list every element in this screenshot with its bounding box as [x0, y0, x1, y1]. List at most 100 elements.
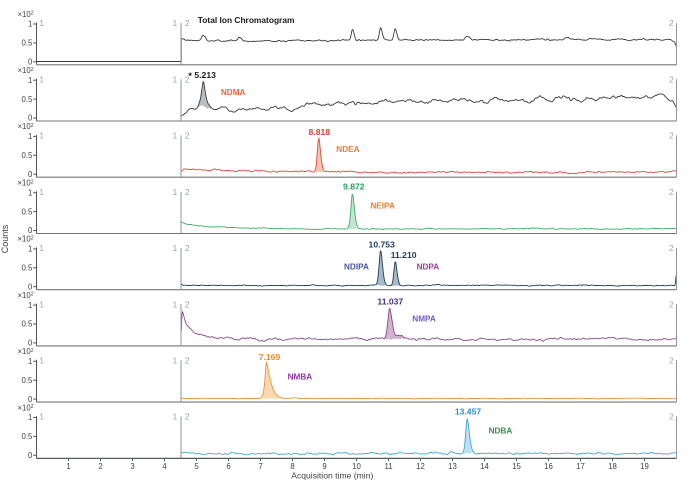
svg-text:2: 2: [669, 74, 674, 84]
svg-text:Acquisition time (min): Acquisition time (min): [291, 471, 373, 481]
svg-text:1: 1: [173, 412, 178, 422]
svg-text:Counts: Counts: [0, 224, 10, 253]
svg-text:1: 1: [173, 18, 178, 28]
svg-text:1: 1: [66, 462, 70, 471]
svg-text:0.5: 0.5: [21, 264, 33, 273]
svg-text:11: 11: [384, 462, 392, 471]
svg-text:16: 16: [544, 462, 553, 471]
svg-text:1: 1: [28, 245, 32, 254]
svg-text:2: 2: [669, 18, 674, 28]
svg-text:Total Ion Chromatogram: Total Ion Chromatogram: [198, 15, 295, 25]
svg-text:NDPA: NDPA: [417, 262, 440, 271]
svg-text:15: 15: [512, 462, 521, 471]
svg-text:1: 1: [39, 131, 44, 141]
svg-text:×102: ×102: [18, 66, 34, 75]
svg-text:0.5: 0.5: [21, 376, 33, 385]
svg-text:2: 2: [185, 412, 190, 422]
svg-text:×102: ×102: [18, 403, 34, 412]
svg-text:1: 1: [28, 76, 32, 85]
svg-text:0: 0: [28, 114, 33, 123]
svg-text:10.753: 10.753: [369, 239, 396, 249]
svg-text:1: 1: [39, 74, 44, 84]
svg-text:2: 2: [185, 187, 190, 197]
svg-text:12: 12: [416, 462, 425, 471]
svg-text:0: 0: [28, 170, 33, 179]
svg-text:×102: ×102: [18, 10, 34, 19]
svg-text:9: 9: [322, 462, 326, 471]
svg-text:2: 2: [185, 131, 190, 141]
svg-text:8: 8: [290, 462, 294, 471]
svg-text:NDMA: NDMA: [221, 88, 246, 97]
svg-text:1: 1: [28, 301, 32, 310]
svg-text:0.5: 0.5: [21, 207, 33, 216]
svg-text:5: 5: [194, 462, 199, 471]
svg-text:0.5: 0.5: [21, 432, 33, 441]
svg-text:1: 1: [39, 187, 44, 197]
svg-text:1: 1: [28, 413, 32, 422]
svg-text:11.037: 11.037: [377, 297, 403, 307]
svg-text:2: 2: [669, 412, 674, 422]
svg-text:NDIPA: NDIPA: [344, 262, 369, 271]
svg-text:2: 2: [669, 299, 674, 309]
svg-text:2: 2: [669, 243, 674, 253]
svg-text:1: 1: [39, 412, 44, 422]
svg-text:9.872: 9.872: [343, 182, 365, 192]
svg-text:0: 0: [28, 58, 33, 67]
svg-text:1: 1: [39, 356, 44, 366]
svg-text:2: 2: [98, 462, 102, 471]
svg-text:×102: ×102: [18, 122, 34, 131]
svg-text:NDBA: NDBA: [489, 426, 513, 435]
svg-text:13.457: 13.457: [455, 406, 482, 416]
svg-text:17: 17: [576, 462, 585, 471]
svg-text:1: 1: [28, 188, 32, 197]
svg-text:0: 0: [28, 339, 33, 348]
svg-text:2: 2: [185, 356, 190, 366]
svg-text:NEIPA: NEIPA: [370, 202, 395, 211]
svg-text:0.5: 0.5: [21, 39, 33, 48]
svg-text:0.5: 0.5: [21, 151, 33, 160]
svg-text:×102: ×102: [18, 235, 34, 244]
svg-text:2: 2: [669, 356, 674, 366]
svg-text:1: 1: [39, 243, 44, 253]
svg-text:1: 1: [39, 299, 44, 309]
svg-text:2: 2: [669, 187, 674, 197]
svg-text:0: 0: [28, 282, 33, 291]
svg-text:1: 1: [173, 243, 178, 253]
svg-text:* 5.213: * 5.213: [188, 70, 216, 82]
svg-text:7: 7: [258, 462, 262, 471]
svg-text:7.169: 7.169: [259, 352, 281, 362]
svg-text:14: 14: [480, 462, 489, 471]
svg-text:6: 6: [226, 462, 230, 471]
svg-text:2: 2: [185, 74, 190, 84]
svg-text:NMBA: NMBA: [288, 373, 313, 382]
svg-text:1: 1: [39, 18, 44, 28]
svg-text:1: 1: [173, 187, 178, 197]
svg-text:8.818: 8.818: [309, 127, 331, 137]
svg-text:×102: ×102: [18, 347, 34, 356]
svg-text:NMPA: NMPA: [412, 315, 436, 324]
svg-text:3: 3: [130, 462, 134, 471]
svg-text:1: 1: [173, 74, 178, 84]
svg-text:18: 18: [608, 462, 617, 471]
svg-text:0: 0: [28, 395, 33, 404]
svg-text:0.5: 0.5: [21, 95, 33, 104]
svg-text:13: 13: [448, 462, 457, 471]
svg-text:2: 2: [185, 299, 190, 309]
svg-text:0: 0: [28, 226, 33, 235]
svg-text:1: 1: [28, 20, 32, 29]
svg-text:0: 0: [28, 451, 33, 460]
svg-text:×102: ×102: [18, 291, 34, 300]
svg-text:1: 1: [173, 356, 178, 366]
svg-text:0.5: 0.5: [21, 320, 33, 329]
svg-text:10: 10: [352, 462, 361, 471]
svg-text:19: 19: [640, 462, 649, 471]
svg-text:1: 1: [28, 357, 32, 366]
svg-text:NDEA: NDEA: [336, 145, 359, 154]
svg-text:×102: ×102: [18, 179, 34, 188]
svg-text:2: 2: [185, 18, 190, 28]
svg-text:1: 1: [173, 131, 178, 141]
svg-text:11.210: 11.210: [391, 250, 417, 260]
svg-text:2: 2: [185, 243, 190, 253]
svg-text:1: 1: [173, 299, 178, 309]
svg-text:2: 2: [669, 131, 674, 141]
